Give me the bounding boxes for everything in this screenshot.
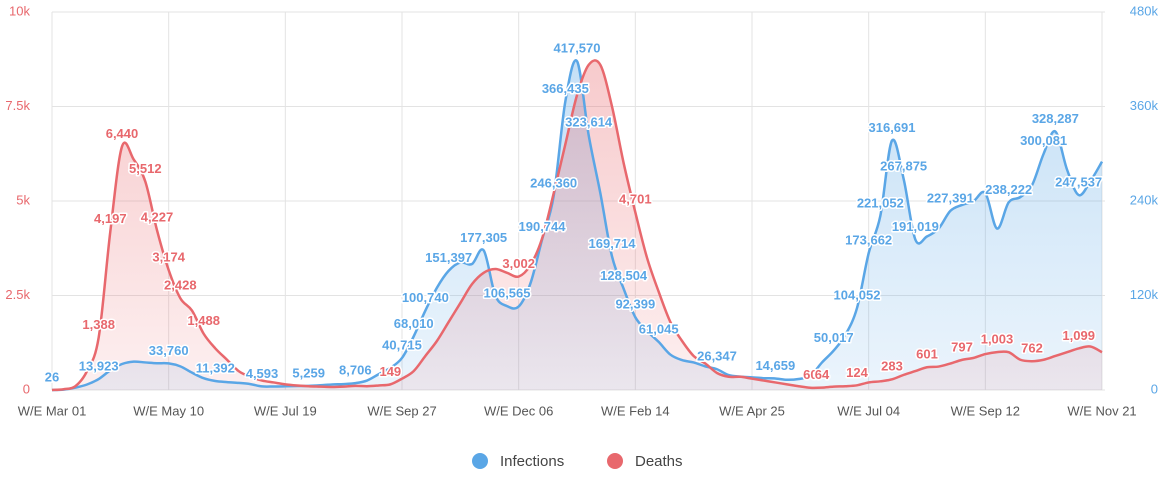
data-label: 417,570 — [554, 41, 601, 56]
legend-label[interactable]: Infections — [500, 453, 564, 470]
data-label: 169,714 — [589, 236, 637, 251]
y-tick-label: 7.5k — [5, 98, 30, 113]
data-label: 64 — [815, 367, 830, 382]
data-label: 100,740 — [402, 290, 449, 305]
data-label: 11,392 — [196, 360, 235, 375]
data-label: 4,593 — [246, 366, 279, 381]
data-label: 1,099 — [1062, 328, 1095, 343]
line — [51, 59, 1104, 392]
data-label: 3,174 — [152, 249, 185, 264]
data-label: 323,614 — [565, 115, 613, 130]
data-label: 227,391 — [927, 190, 974, 205]
legend-label[interactable]: Deaths — [635, 453, 683, 470]
data-label: 68,010 — [394, 316, 434, 331]
line — [51, 59, 1103, 392]
data-label: 128,504 — [600, 268, 648, 283]
data-label: 8,706 — [339, 363, 372, 378]
data-label: 26,347 — [697, 349, 737, 364]
data-label: 797 — [951, 339, 973, 354]
data-label: 14,659 — [755, 358, 795, 373]
y2-tick-label: 0 — [1151, 381, 1158, 396]
y2-tick-label: 480k — [1130, 3, 1159, 18]
legend-marker[interactable] — [472, 453, 488, 469]
area — [52, 60, 1102, 390]
x-tick-label: W/E Jul 04 — [837, 403, 900, 418]
data-label: 601 — [916, 347, 938, 362]
x-tick-label: W/E May 10 — [133, 403, 204, 418]
y2-tick-label: 120k — [1130, 287, 1159, 302]
legend-marker[interactable] — [607, 453, 623, 469]
data-label: 149 — [379, 364, 401, 379]
data-label: 61,045 — [639, 321, 679, 336]
data-label: 238,222 — [985, 182, 1032, 197]
data-label: 4,701 — [619, 192, 652, 207]
y-tick-label: 10k — [9, 3, 30, 18]
y-tick-label: 0 — [23, 381, 30, 396]
data-label: 1,388 — [82, 317, 115, 332]
data-label: 3,002 — [502, 256, 535, 271]
data-label: 4,227 — [141, 210, 174, 225]
y2-tick-label: 360k — [1130, 98, 1159, 113]
data-label: 92,399 — [615, 297, 655, 312]
data-label: 104,052 — [834, 287, 881, 302]
data-label: 13,923 — [79, 358, 119, 373]
data-label: 283 — [881, 359, 903, 374]
data-label: 5,259 — [292, 365, 325, 380]
data-label: 26 — [45, 369, 59, 384]
data-label: 106,565 — [484, 286, 531, 301]
y-tick-label: 5k — [16, 192, 30, 207]
data-label: 5,512 — [129, 161, 162, 176]
data-label: 267,875 — [880, 158, 927, 173]
data-label: 2,428 — [164, 278, 197, 293]
data-label: 33,760 — [149, 343, 189, 358]
x-tick-label: W/E Apr 25 — [719, 403, 785, 418]
data-label: 40,715 — [382, 337, 422, 352]
x-tick-label: W/E Nov 21 — [1067, 403, 1136, 418]
data-label: 762 — [1021, 341, 1043, 356]
data-label: 1,003 — [981, 332, 1014, 347]
data-label: 60 — [803, 367, 817, 382]
data-label: 4,197 — [94, 211, 127, 226]
x-tick-label: W/E Sep 27 — [367, 403, 436, 418]
data-label: 328,287 — [1032, 111, 1079, 126]
y-tick-label: 2.5k — [5, 287, 30, 302]
x-tick-label: W/E Sep 12 — [951, 403, 1020, 418]
data-label: 300,081 — [1020, 133, 1067, 148]
data-label: 124 — [846, 365, 868, 380]
x-tick-label: W/E Jul 19 — [254, 403, 317, 418]
data-label: 247,537 — [1055, 175, 1102, 190]
data-label: 1,488 — [187, 313, 220, 328]
data-label: 6,440 — [106, 126, 139, 141]
data-label: 190,744 — [519, 219, 567, 234]
data-label: 316,691 — [869, 120, 916, 135]
y2-tick-label: 240k — [1130, 192, 1159, 207]
x-tick-label: W/E Feb 14 — [601, 403, 670, 418]
data-label: 50,017 — [814, 330, 854, 345]
x-tick-label: W/E Mar 01 — [18, 403, 87, 418]
data-label: 191,019 — [892, 219, 939, 234]
data-label: 173,662 — [845, 233, 892, 248]
data-label: 366,435 — [542, 81, 589, 96]
data-label: 151,397 — [425, 250, 472, 265]
data-label: 177,305 — [460, 230, 507, 245]
data-label: 246,360 — [530, 175, 577, 190]
data-label: 221,052 — [857, 195, 904, 210]
x-tick-label: W/E Dec 06 — [484, 403, 553, 418]
